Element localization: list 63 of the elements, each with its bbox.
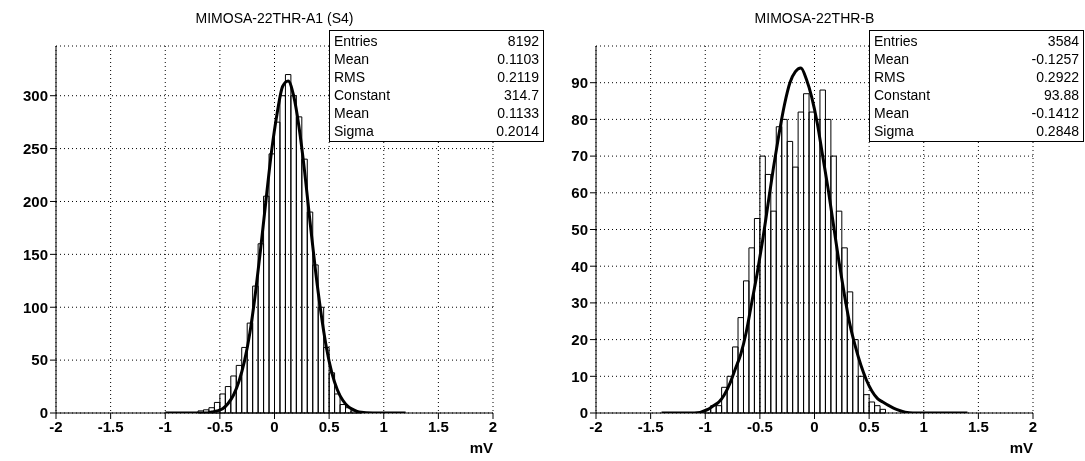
y-tick-label: 90 bbox=[571, 74, 588, 92]
x-tick-label: 1 bbox=[919, 417, 928, 435]
y-tick-label: 0 bbox=[579, 404, 588, 422]
annotation: -0.1257 bbox=[1031, 50, 1079, 68]
x-axis-title: mV bbox=[1009, 439, 1033, 456]
x-tick-label: 1.5 bbox=[967, 417, 989, 435]
annotation: Sigma bbox=[334, 122, 374, 140]
y-tick-label: 80 bbox=[571, 110, 588, 128]
y-tick-label: 0 bbox=[39, 404, 48, 422]
y-tick-label: 150 bbox=[22, 245, 48, 263]
y-tick-label: 10 bbox=[571, 367, 588, 385]
y-tick-label: 100 bbox=[22, 298, 48, 316]
y-tick-label: 50 bbox=[31, 351, 48, 369]
x-tick-label: -2 bbox=[49, 417, 63, 435]
x-tick-label: 0 bbox=[270, 417, 279, 435]
text: 0.1133 bbox=[497, 104, 539, 122]
chart-title: MIMOSA-22THR-A1 (S4) bbox=[194, 10, 355, 26]
annotation: Mean bbox=[874, 104, 910, 122]
y-tick-label: 300 bbox=[22, 87, 48, 105]
annotation: Entries bbox=[874, 32, 918, 50]
y-tick-label: 30 bbox=[571, 294, 588, 312]
x-tick-label: 2 bbox=[1028, 417, 1038, 435]
x-tick-label: -1.5 bbox=[637, 417, 664, 435]
y-tick-label: 200 bbox=[22, 192, 48, 210]
x-axis-title: mV bbox=[469, 439, 493, 456]
annotation: RMS bbox=[874, 68, 906, 86]
x-tick-label: 0.5 bbox=[858, 417, 880, 435]
annotation: Mean bbox=[334, 50, 370, 68]
annotation: Constant bbox=[334, 86, 391, 104]
y-tick-label: 70 bbox=[571, 147, 588, 165]
annotation: Sigma bbox=[874, 122, 914, 140]
text: 0.2014 bbox=[496, 122, 539, 140]
y-tick-label: 50 bbox=[571, 220, 588, 238]
y-tick-label: 250 bbox=[22, 139, 48, 157]
x-tick-label: -1.5 bbox=[97, 417, 124, 435]
annotation: -0.1412 bbox=[1031, 104, 1079, 122]
text: 0.1103 bbox=[497, 50, 539, 68]
x-tick-label: -1 bbox=[698, 417, 712, 435]
annotation: Constant bbox=[874, 86, 931, 104]
text: 314.7 bbox=[503, 86, 539, 104]
y-tick-label: 20 bbox=[571, 330, 588, 348]
x-tick-label: 2 bbox=[488, 417, 498, 435]
x-tick-label: 1 bbox=[379, 417, 388, 435]
text: 3584 bbox=[1047, 32, 1079, 50]
x-tick-label: -0.5 bbox=[746, 417, 773, 435]
annotation: Mean bbox=[334, 104, 370, 122]
annotation: Mean bbox=[874, 50, 910, 68]
x-tick-label: -2 bbox=[589, 417, 603, 435]
x-tick-label: 1.5 bbox=[427, 417, 449, 435]
x-tick-label: -0.5 bbox=[206, 417, 233, 435]
text: 0.2922 bbox=[1036, 68, 1079, 86]
x-tick-label: -1 bbox=[158, 417, 172, 435]
annotation: Entries bbox=[334, 32, 378, 50]
annotation: RMS bbox=[334, 68, 366, 86]
x-tick-label: 0.5 bbox=[318, 417, 340, 435]
x-tick-label: 0 bbox=[810, 417, 819, 435]
text: 0.2119 bbox=[497, 68, 539, 86]
text: 8192 bbox=[507, 32, 539, 50]
chart-title: MIMOSA-22THR-B bbox=[753, 10, 876, 26]
y-tick-label: 60 bbox=[571, 184, 588, 202]
text: 0.2848 bbox=[1036, 122, 1079, 140]
text: 93.88 bbox=[1043, 86, 1079, 104]
y-tick-label: 40 bbox=[571, 257, 588, 275]
